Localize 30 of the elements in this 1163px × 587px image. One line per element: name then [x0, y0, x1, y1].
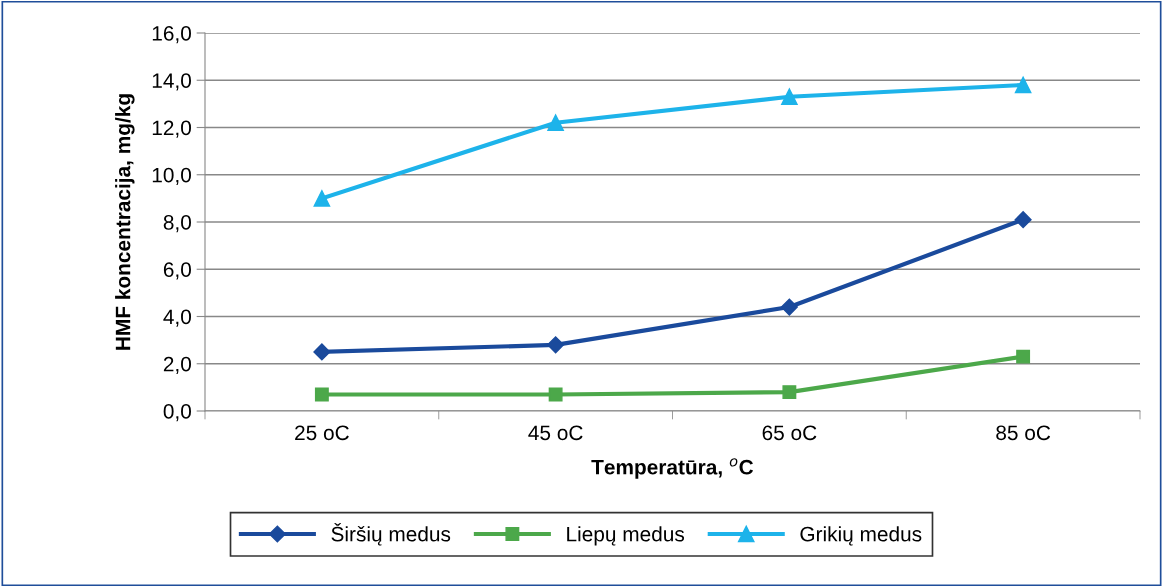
- point: [781, 88, 798, 106]
- legend-label: Širšių medus: [331, 523, 451, 546]
- point: [548, 387, 563, 402]
- point: [782, 385, 797, 400]
- x-tick-label: 25 oC: [295, 425, 349, 441]
- y-tick-label: 6,0: [163, 262, 191, 280]
- x-tick-label: 45 oC: [528, 425, 583, 441]
- y-axis-title: HMF koncentracija, mg/kg: [115, 94, 135, 350]
- x-tick-label: 65 oC: [762, 425, 817, 441]
- y-tick-label: 12,0: [152, 120, 191, 138]
- point: [1016, 349, 1031, 364]
- legend-label: Grikių medus: [800, 526, 922, 546]
- y-tick-label: 4,0: [163, 309, 191, 327]
- point: [313, 190, 331, 207]
- y-tick-label: 16,0: [152, 26, 191, 44]
- y-tick-label: 14,0: [152, 73, 191, 91]
- point: [313, 343, 331, 361]
- point: [1014, 211, 1032, 229]
- x-tick-label: 85 oC: [996, 425, 1051, 441]
- y-tick-label: 10,0: [152, 167, 191, 185]
- point: [780, 298, 798, 316]
- y-tick-label: 0,0: [163, 404, 191, 422]
- y-tick-label: 8,0: [163, 215, 191, 233]
- point: [547, 336, 565, 354]
- point: [314, 387, 329, 402]
- point: [547, 114, 564, 132]
- y-tick-label: 2,0: [163, 356, 191, 374]
- x-axis-title: Temperatūra, $^{o}$C: [591, 458, 754, 479]
- legend-label: Liepų medus: [567, 526, 685, 546]
- point: [1014, 76, 1032, 94]
